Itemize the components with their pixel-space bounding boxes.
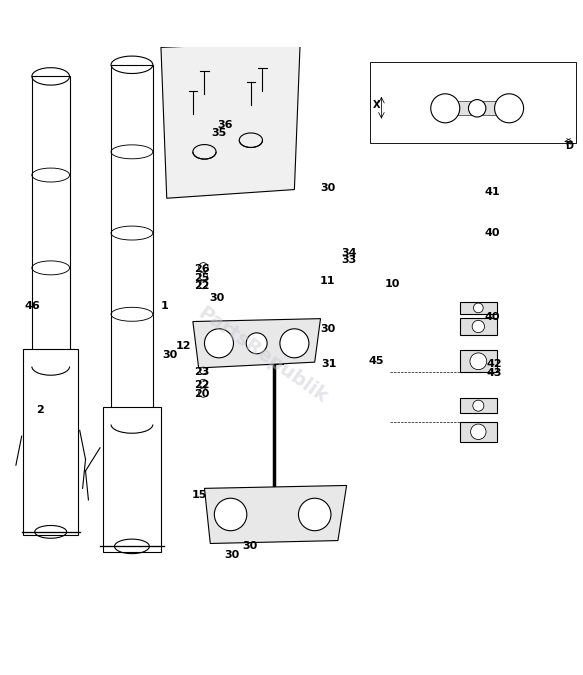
Text: 30: 30 <box>163 350 178 360</box>
Text: 30: 30 <box>242 541 258 551</box>
Circle shape <box>199 272 208 280</box>
Bar <box>32 76 69 367</box>
Circle shape <box>215 498 247 531</box>
Bar <box>103 407 161 552</box>
Bar <box>445 101 509 115</box>
Circle shape <box>473 400 484 411</box>
Bar <box>111 65 153 425</box>
Circle shape <box>246 333 267 354</box>
Ellipse shape <box>431 94 460 123</box>
Bar <box>460 422 497 442</box>
Text: 40: 40 <box>484 228 500 238</box>
Polygon shape <box>161 42 300 198</box>
Bar <box>460 350 497 373</box>
Polygon shape <box>205 485 347 543</box>
Circle shape <box>470 424 486 439</box>
Text: 15: 15 <box>192 490 207 500</box>
Circle shape <box>199 263 208 272</box>
Text: 46: 46 <box>24 300 40 310</box>
Text: 30: 30 <box>321 324 336 334</box>
Circle shape <box>199 379 208 387</box>
Text: 22: 22 <box>194 281 209 292</box>
Text: 45: 45 <box>368 356 384 366</box>
Text: 1: 1 <box>161 300 168 310</box>
Bar <box>23 349 78 535</box>
Text: 12: 12 <box>175 341 191 351</box>
Text: 30: 30 <box>209 293 224 303</box>
Text: PartsRepublik: PartsRepublik <box>194 303 331 406</box>
Circle shape <box>205 329 233 358</box>
Circle shape <box>199 281 208 289</box>
Text: 33: 33 <box>341 255 356 265</box>
Text: 26: 26 <box>194 264 210 274</box>
Circle shape <box>200 367 207 374</box>
Text: 2: 2 <box>36 405 44 415</box>
Text: 36: 36 <box>217 120 233 130</box>
Circle shape <box>473 303 483 313</box>
Text: 10: 10 <box>384 279 400 289</box>
Text: 42: 42 <box>486 358 502 369</box>
Text: 11: 11 <box>319 275 335 286</box>
Text: 43: 43 <box>486 369 502 379</box>
Ellipse shape <box>469 100 486 117</box>
Text: 25: 25 <box>194 273 209 283</box>
Text: 34: 34 <box>341 248 356 259</box>
Polygon shape <box>193 319 321 368</box>
Circle shape <box>472 321 484 333</box>
Bar <box>460 398 497 413</box>
Text: 23: 23 <box>194 367 209 377</box>
Text: 20: 20 <box>194 389 209 400</box>
Bar <box>460 302 497 315</box>
Circle shape <box>298 498 331 531</box>
Text: 41: 41 <box>484 188 500 198</box>
Circle shape <box>470 353 487 370</box>
Text: 30: 30 <box>225 550 240 560</box>
Circle shape <box>280 329 309 358</box>
Bar <box>460 319 497 335</box>
Text: 40: 40 <box>484 313 500 322</box>
Text: 31: 31 <box>322 358 337 369</box>
Text: 30: 30 <box>321 183 336 193</box>
Text: X: X <box>373 100 381 110</box>
Ellipse shape <box>494 94 524 123</box>
Text: D: D <box>565 141 573 151</box>
Text: 22: 22 <box>194 380 209 390</box>
Circle shape <box>199 388 208 398</box>
Text: 35: 35 <box>212 128 227 138</box>
